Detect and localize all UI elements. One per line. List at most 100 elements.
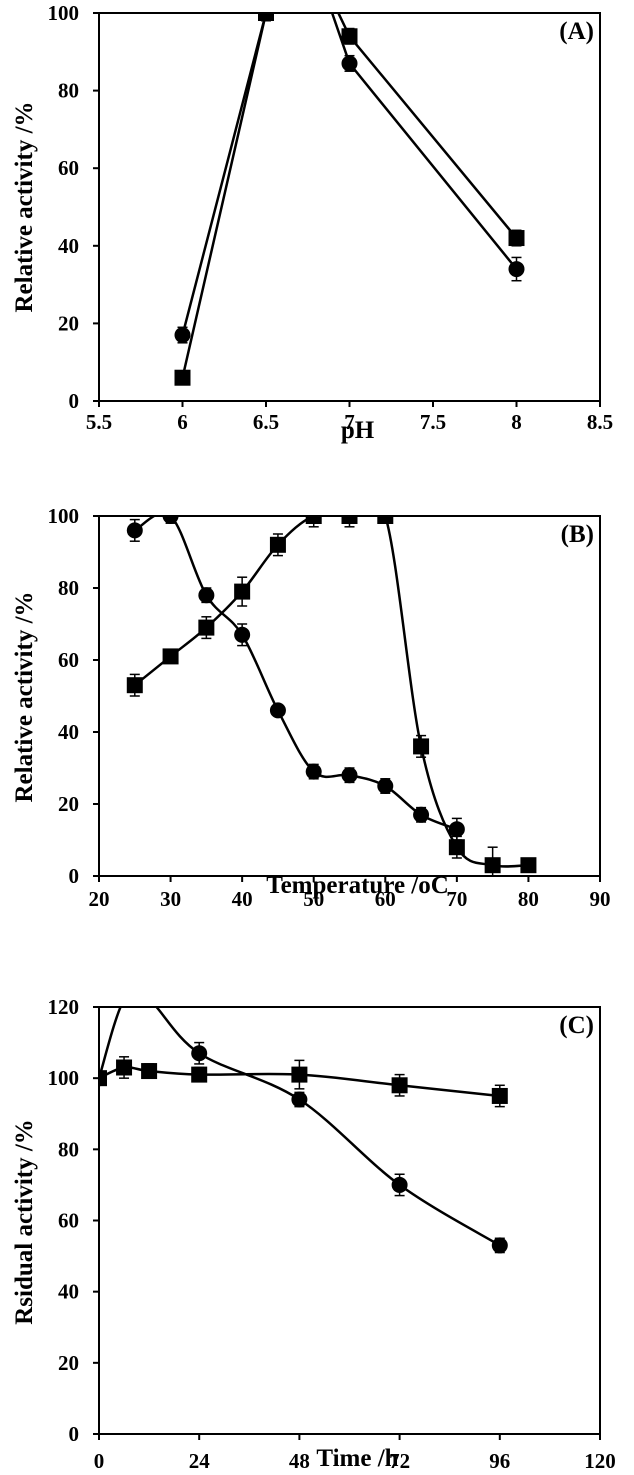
data-point-square bbox=[377, 516, 394, 524]
x-tick-label: 80 bbox=[518, 887, 539, 911]
data-point-square bbox=[341, 28, 358, 45]
y-tick-label: 80 bbox=[58, 1137, 79, 1161]
data-point-circle bbox=[191, 1045, 208, 1062]
y-tick-label: 0 bbox=[69, 864, 80, 888]
data-point-circle bbox=[234, 626, 251, 643]
y-tick-label: 60 bbox=[58, 1209, 79, 1233]
series-circle bbox=[126, 516, 465, 841]
x-tick-label: 72 bbox=[389, 1449, 410, 1470]
x-tick-label: 48 bbox=[289, 1449, 310, 1470]
x-tick-label: 7 bbox=[344, 410, 355, 434]
series-square bbox=[174, 13, 525, 386]
x-tick-label: 6 bbox=[177, 410, 188, 434]
x-tick-label: 96 bbox=[489, 1449, 510, 1470]
data-point-circle bbox=[126, 522, 143, 539]
x-axis-title: Time /h bbox=[316, 1445, 398, 1470]
data-point-circle bbox=[305, 763, 322, 780]
data-point-circle bbox=[162, 516, 179, 524]
data-point-circle bbox=[448, 821, 465, 838]
x-tick-label: 24 bbox=[189, 1449, 211, 1470]
y-axis-title: Relative activity /% bbox=[11, 101, 38, 312]
data-point-circle bbox=[341, 767, 358, 784]
data-point-square bbox=[198, 619, 215, 636]
chart-panel-2: 0 20 40 60 80 100 20 30 40 50 60 70 80 90 Temperature … bbox=[11, 504, 611, 911]
panel-label: (C) bbox=[559, 1012, 594, 1039]
data-point-square bbox=[448, 839, 465, 856]
y-tick-label: 40 bbox=[58, 234, 79, 258]
chart-panel-1: 0 20 40 60 80 100 5.5 6 6.5 7 7.5 8 8.5 pH Relative ac… bbox=[11, 1, 613, 444]
data-point-square bbox=[116, 1059, 133, 1076]
y-axis-title: Relative activity /% bbox=[11, 591, 38, 802]
data-point-circle bbox=[377, 778, 394, 794]
x-tick-label: 30 bbox=[160, 887, 181, 911]
data-point-circle bbox=[491, 1237, 508, 1254]
data-point-square bbox=[191, 1066, 208, 1083]
y-tick-label: 60 bbox=[58, 156, 79, 180]
y-tick-label: 100 bbox=[48, 504, 80, 528]
data-point-circle bbox=[341, 55, 358, 72]
plot-area bbox=[99, 1007, 508, 1254]
data-point-square bbox=[391, 1077, 408, 1094]
y-tick-label: 20 bbox=[58, 311, 79, 335]
x-tick-label: 60 bbox=[375, 887, 396, 911]
x-tick-label: 8.5 bbox=[587, 410, 613, 434]
x-tick-label: 0 bbox=[94, 1449, 105, 1470]
chart-panel-3: 0 20 40 60 80 100 120 0 24 48 72 96 120 Time /h Rsidua… bbox=[11, 995, 616, 1473]
x-tick-label: 70 bbox=[446, 887, 467, 911]
series-curve bbox=[134, 516, 529, 868]
panel-label: (A) bbox=[559, 18, 594, 45]
y-tick-label: 100 bbox=[48, 1066, 80, 1090]
y-axis-title: Rsidual activity /% bbox=[11, 1119, 38, 1325]
data-point-square bbox=[491, 1087, 508, 1104]
plot-area bbox=[126, 516, 537, 876]
data-point-circle bbox=[174, 327, 191, 344]
series-square bbox=[99, 1056, 508, 1108]
series-curve bbox=[134, 516, 458, 831]
series-circle bbox=[174, 13, 525, 344]
x-tick-label: 5.5 bbox=[86, 410, 112, 434]
data-point-square bbox=[141, 1063, 158, 1080]
y-tick-label: 20 bbox=[58, 1351, 79, 1375]
series-curve bbox=[181, 13, 518, 336]
series-curve bbox=[99, 1007, 501, 1247]
x-axis-title: Temperature /oC bbox=[266, 872, 449, 899]
x-tick-label: 7.5 bbox=[420, 410, 446, 434]
data-point-square bbox=[234, 583, 251, 600]
data-point-square bbox=[508, 230, 525, 247]
data-point-square bbox=[126, 677, 143, 694]
data-point-circle bbox=[391, 1176, 408, 1193]
data-point-square bbox=[291, 1066, 308, 1083]
x-tick-label: 90 bbox=[590, 887, 611, 911]
y-tick-label: 60 bbox=[58, 648, 79, 672]
y-tick-label: 40 bbox=[58, 720, 79, 744]
data-point-square bbox=[258, 13, 274, 21]
y-tick-label: 80 bbox=[58, 576, 79, 600]
data-point-square bbox=[162, 648, 179, 665]
data-point-circle bbox=[198, 587, 215, 604]
data-point-square bbox=[269, 536, 286, 553]
y-tick-label: 120 bbox=[48, 995, 80, 1019]
y-tick-label: 80 bbox=[58, 79, 79, 103]
y-tick-label: 40 bbox=[58, 1280, 79, 1304]
x-tick-label: 6.5 bbox=[253, 410, 279, 434]
panel-label: (B) bbox=[561, 521, 594, 548]
x-tick-label: 50 bbox=[303, 887, 324, 911]
x-tick-label: 40 bbox=[232, 887, 253, 911]
y-tick-label: 20 bbox=[58, 792, 79, 816]
data-point-square bbox=[305, 516, 322, 524]
plot-frame bbox=[98, 1006, 601, 1435]
data-point-circle bbox=[120, 1007, 128, 1008]
data-point-square bbox=[413, 738, 430, 755]
x-tick-label: 20 bbox=[89, 887, 110, 911]
data-point-circle bbox=[291, 1091, 308, 1108]
plot-frame bbox=[98, 515, 601, 877]
data-point-square bbox=[174, 369, 191, 386]
x-tick-label: 120 bbox=[584, 1449, 616, 1470]
data-point-circle bbox=[413, 806, 430, 823]
series-circle bbox=[99, 1007, 508, 1254]
y-tick-label: 0 bbox=[69, 1422, 80, 1446]
x-tick-label: 8 bbox=[511, 410, 522, 434]
data-point-square bbox=[484, 857, 501, 874]
x-axis-title: pH bbox=[341, 417, 375, 444]
